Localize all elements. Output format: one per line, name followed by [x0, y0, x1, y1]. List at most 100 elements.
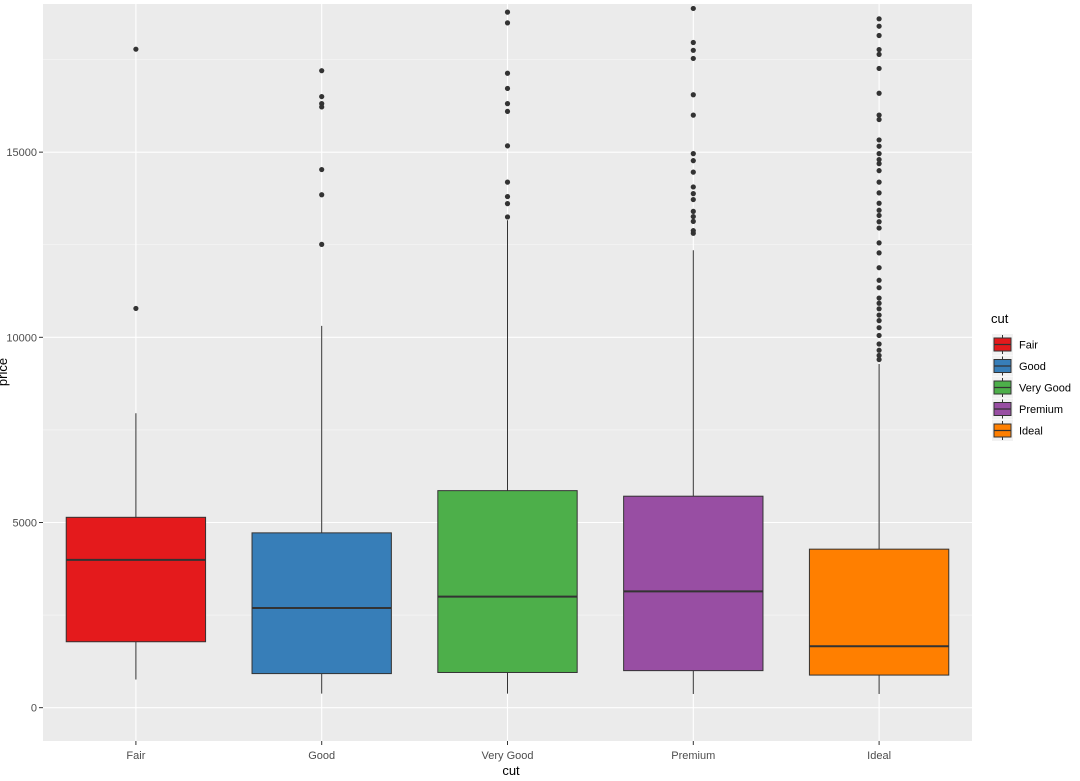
outlier-point: [690, 191, 696, 197]
outlier-point: [876, 46, 882, 53]
outlier-point: [319, 192, 325, 198]
legend-label: Ideal: [1019, 426, 1043, 438]
outlier-point: [876, 137, 882, 143]
box-fair: [65, 46, 207, 680]
outlier-point: [876, 352, 882, 359]
outlier-point: [876, 116, 882, 123]
outlier-point: [876, 312, 882, 318]
outlier-point: [876, 285, 882, 291]
outlier-point: [133, 46, 139, 52]
box-iqr: [808, 548, 950, 676]
x-tick-label: Ideal: [867, 750, 891, 762]
legend: cut Fair Good Very Good Premium Ideal: [991, 311, 1071, 441]
box-ideal: [808, 16, 950, 694]
legend-label: Fair: [1019, 340, 1038, 352]
outlier-point: [876, 156, 882, 163]
outlier-point: [690, 92, 696, 98]
outlier-point: [876, 219, 882, 225]
legend-label: Premium: [1019, 404, 1063, 416]
legend-title: cut: [991, 311, 1009, 326]
x-tick-label: Premium: [671, 750, 715, 762]
y-axis-title: price: [0, 358, 10, 386]
outlier-point: [690, 230, 696, 236]
x-tick-label: Fair: [126, 750, 145, 762]
outlier-point: [876, 250, 882, 256]
outlier-point: [690, 184, 696, 190]
legend-label: Good: [1019, 361, 1046, 373]
outlier-point: [876, 200, 882, 206]
outlier-point: [690, 158, 696, 164]
outlier-point: [876, 190, 882, 196]
outlier-point: [504, 193, 511, 200]
outlier-point: [690, 112, 696, 118]
outlier-point: [876, 23, 882, 29]
box-iqr: [623, 495, 764, 672]
outlier-point: [876, 112, 882, 118]
outlier-point: [876, 306, 882, 312]
outlier-point: [876, 179, 882, 185]
outlier-point: [876, 90, 882, 96]
outlier-point: [319, 93, 325, 100]
outlier-point: [504, 179, 511, 185]
y-tick-label: 15000: [6, 147, 37, 159]
legend-key: [992, 398, 1013, 420]
outlier-point: [876, 318, 882, 324]
outlier-point: [690, 39, 696, 46]
box-iqr: [251, 532, 392, 675]
outlier-point: [504, 143, 511, 149]
outlier-point: [876, 240, 882, 246]
box-very-good: [437, 9, 578, 694]
outlier-point: [133, 305, 139, 312]
outlier-point: [876, 207, 882, 213]
outlier-point: [690, 5, 696, 12]
outlier-point: [690, 55, 696, 62]
outlier-point: [876, 168, 882, 174]
outlier-point: [876, 325, 882, 331]
outlier-point: [876, 295, 882, 301]
box-iqr: [65, 516, 207, 643]
y-axis: 0 5000 10000 15000: [6, 147, 43, 715]
legend-label: Very Good: [1019, 383, 1071, 395]
outlier-point: [504, 85, 511, 92]
outlier-point: [690, 47, 696, 53]
x-tick-label: Good: [308, 750, 335, 762]
outlier-point: [876, 151, 882, 157]
outlier-point: [876, 51, 882, 57]
outlier-point: [876, 277, 882, 283]
box-iqr: [437, 490, 578, 673]
outlier-point: [504, 108, 511, 115]
legend-key: [992, 334, 1013, 355]
x-axis: Fair Good Very Good Premium Ideal: [126, 741, 891, 762]
outlier-point: [690, 218, 696, 224]
outlier-point: [876, 212, 882, 219]
outlier-point: [876, 225, 882, 231]
y-tick-label: 0: [31, 703, 37, 715]
outlier-point: [319, 68, 325, 74]
outlier-point: [504, 9, 511, 15]
y-tick-label: 5000: [13, 517, 37, 529]
outlier-point: [319, 166, 325, 173]
outlier-point: [876, 143, 882, 149]
outlier-point: [504, 201, 511, 207]
x-axis-title: cut: [502, 763, 520, 778]
outlier-point: [876, 161, 882, 167]
x-tick-label: Very Good: [482, 750, 534, 762]
outlier-point: [690, 208, 696, 214]
outlier-point: [876, 332, 882, 339]
outlier-point: [690, 151, 696, 157]
y-tick-label: 10000: [6, 332, 37, 344]
outlier-point: [319, 241, 325, 247]
outlier-point: [690, 196, 696, 203]
outlier-point: [504, 20, 511, 26]
outlier-point: [504, 70, 511, 76]
legend-key: [992, 420, 1013, 441]
boxes-layer: [65, 5, 950, 694]
outlier-point: [876, 356, 882, 363]
outlier-point: [876, 300, 882, 306]
legend-key: [992, 377, 1013, 398]
outlier-point: [504, 101, 511, 107]
outlier-point: [876, 347, 882, 353]
outlier-point: [876, 341, 882, 347]
legend-key: [992, 355, 1013, 377]
